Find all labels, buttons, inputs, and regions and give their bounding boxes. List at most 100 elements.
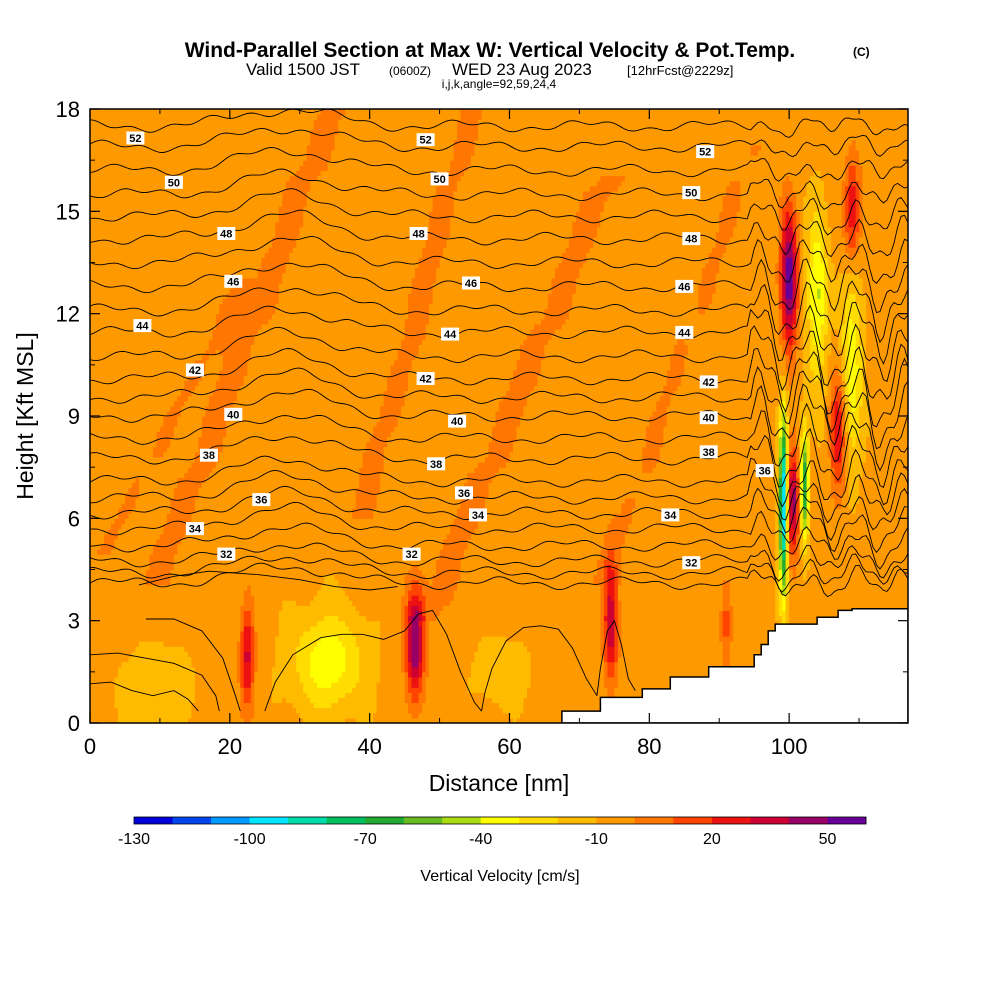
velocity-cell <box>488 446 514 453</box>
velocity-cell <box>90 236 273 243</box>
velocity-cell <box>551 288 577 294</box>
velocity-cell <box>425 620 430 627</box>
velocity-cell <box>789 416 801 422</box>
velocity-cell <box>813 334 822 340</box>
velocity-cell <box>813 375 822 381</box>
velocity-cell <box>603 206 724 212</box>
colorbar-swatch <box>249 817 289 824</box>
velocity-cell <box>715 272 776 279</box>
velocity-cell <box>869 431 908 438</box>
velocity-cell <box>803 431 808 438</box>
velocity-cell <box>792 185 808 192</box>
velocity-cell <box>551 334 780 340</box>
velocity-cell <box>551 283 577 289</box>
velocity-cell <box>799 308 804 315</box>
velocity-cell <box>789 390 804 397</box>
velocity-cell <box>859 185 864 192</box>
velocity-cell <box>775 503 780 509</box>
velocity-cell <box>841 503 850 509</box>
velocity-cell <box>782 395 787 402</box>
velocity-cell <box>810 272 825 279</box>
velocity-cell <box>191 518 455 524</box>
velocity-cell <box>600 630 605 637</box>
colorbar-swatch <box>211 817 250 824</box>
velocity-cell <box>862 231 908 238</box>
velocity-cell <box>411 584 423 591</box>
velocity-cell <box>554 267 580 274</box>
velocity-cell <box>855 334 860 340</box>
velocity-cell <box>866 298 908 304</box>
velocity-cell <box>862 385 867 391</box>
velocity-cell <box>831 492 843 499</box>
velocity-cell <box>614 549 622 555</box>
contour-label: 48 <box>682 232 701 246</box>
velocity-cell <box>827 405 832 412</box>
velocity-cell <box>859 482 908 489</box>
velocity-cell <box>331 155 455 161</box>
velocity-cell <box>845 303 860 310</box>
contour-label: 36 <box>252 493 271 507</box>
velocity-cell <box>782 400 787 407</box>
velocity-cell <box>841 375 846 381</box>
velocity-cell <box>775 431 780 438</box>
velocity-cell <box>810 513 908 519</box>
velocity-cell <box>806 492 811 499</box>
velocity-cell <box>824 359 829 366</box>
contour-label-text: 46 <box>227 276 239 288</box>
velocity-cell <box>355 636 381 642</box>
velocity-cell <box>219 308 276 315</box>
velocity-cell <box>243 641 252 647</box>
velocity-cell <box>778 318 783 325</box>
velocity-cell <box>862 170 908 177</box>
velocity-cell <box>310 671 343 678</box>
velocity-cell <box>90 416 164 422</box>
velocity-cell <box>478 641 524 647</box>
velocity-cell <box>90 298 224 304</box>
velocity-cell <box>722 206 741 212</box>
velocity-cell <box>785 236 794 243</box>
velocity-cell <box>184 646 238 652</box>
velocity-cell <box>733 605 776 611</box>
velocity-cell <box>803 441 808 448</box>
velocity-cell <box>733 226 780 233</box>
velocity-cell <box>422 671 430 678</box>
velocity-cell <box>789 405 801 412</box>
velocity-cell <box>778 247 783 253</box>
velocity-cell <box>118 528 164 535</box>
velocity-cell <box>852 400 857 407</box>
velocity-cell <box>813 262 825 269</box>
x-tick-label: 40 <box>357 734 381 759</box>
velocity-cell <box>785 436 790 443</box>
velocity-cell <box>806 482 811 489</box>
velocity-cell <box>233 283 280 289</box>
velocity-cell <box>603 574 608 581</box>
velocity-cell <box>789 375 794 381</box>
velocity-cell <box>859 160 908 166</box>
velocity-cell <box>715 283 780 289</box>
zero-contour-line <box>145 618 241 712</box>
velocity-cell <box>250 590 318 596</box>
velocity-cell <box>785 303 794 310</box>
velocity-cell <box>481 513 615 519</box>
velocity-cell <box>296 236 427 243</box>
velocity-cell <box>848 252 857 258</box>
velocity-cell <box>250 625 255 632</box>
velocity-cell <box>831 487 846 494</box>
velocity-cell <box>278 630 304 637</box>
velocity-cell <box>523 641 601 647</box>
velocity-cell <box>778 564 783 571</box>
velocity-cell <box>373 431 392 438</box>
velocity-cell <box>90 180 287 187</box>
velocity-cell <box>775 441 780 448</box>
contour-label: 40 <box>448 414 467 428</box>
velocity-cell <box>156 436 171 443</box>
velocity-cell <box>841 456 846 463</box>
velocity-cell <box>782 221 787 228</box>
contour-label-text: 52 <box>419 135 431 147</box>
velocity-cell <box>775 477 780 484</box>
velocity-cell <box>617 646 622 652</box>
contour-label: 50 <box>682 186 701 200</box>
velocity-cell <box>215 313 273 320</box>
velocity-cell <box>254 661 259 668</box>
velocity-cell <box>624 533 776 540</box>
